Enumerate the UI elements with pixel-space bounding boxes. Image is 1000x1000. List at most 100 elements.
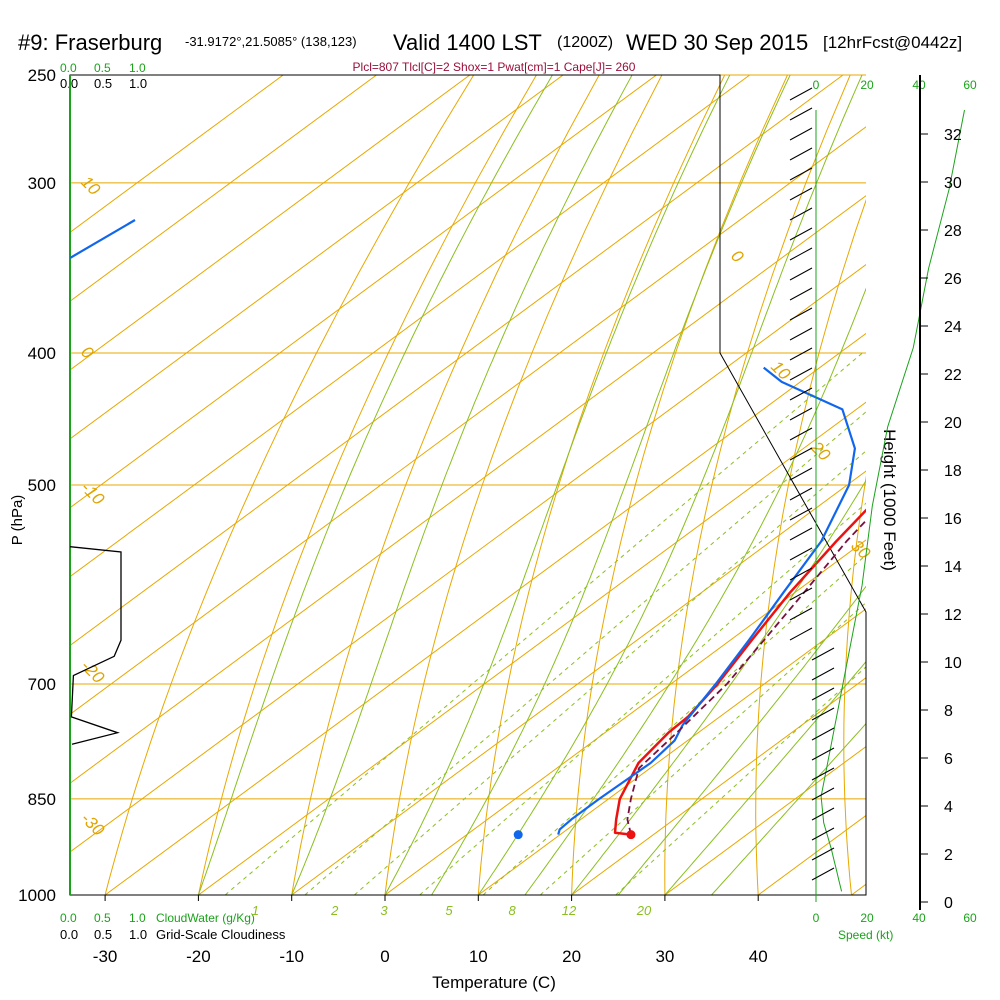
cloud-scale-top: 0.0 0.5 1.0 0.0 0.5 1.0 [60, 61, 147, 91]
dry-adiabat [843, 475, 866, 895]
wind-barb [789, 527, 813, 541]
wind-barb [811, 827, 835, 841]
height-tick-label: 30 [944, 175, 962, 192]
pressure-tick-label: 400 [28, 344, 56, 363]
moist-adiabat [431, 75, 791, 895]
wind-barb [789, 267, 813, 281]
wind-barb [789, 187, 813, 201]
moist-adiabat [291, 75, 633, 895]
moist-adiabat [524, 287, 866, 895]
temperature-tick-label: -20 [186, 947, 211, 966]
surface-dewpoint-dot [513, 830, 523, 840]
isotherm-label: -30 [77, 809, 108, 840]
temperature-tick-label: 20 [562, 947, 581, 966]
height-tick-label: 2 [944, 847, 953, 864]
speed-tick-top-1: 20 [860, 78, 874, 92]
wind-barb [811, 847, 835, 861]
isotherm-line [70, 263, 866, 853]
isotherm-line [70, 75, 844, 647]
speed-tick-top-0: 0 [813, 78, 820, 92]
isotherm-line [70, 75, 750, 578]
isotherm-line [664, 745, 866, 895]
height-tick-label: 14 [944, 559, 962, 576]
wind-barb [789, 627, 813, 641]
cloudiness-profile [69, 546, 122, 745]
mixing-ratio-line [482, 554, 866, 895]
cloudiness-label: Grid-Scale Cloudiness [156, 927, 286, 942]
sounding-traces [70, 110, 1000, 840]
moist-adiabat [571, 479, 866, 895]
height-tick-label: 8 [944, 703, 953, 720]
dry-adiabats [104, 75, 1000, 895]
dry-adiabat [197, 75, 537, 895]
isotherm-line [70, 75, 564, 440]
cloudiness-tick-top-2: 1.0 [129, 76, 147, 91]
dewpoint-upper-line [871, 110, 1000, 227]
cloudwater-tick-top-1: 0.5 [94, 61, 111, 75]
mixing-ratio-line [539, 601, 866, 895]
temperature-tick-label: -10 [279, 947, 304, 966]
header-date: WED 30 Sep 2015 [626, 30, 808, 55]
cloudwater-tick-top-0: 0.0 [60, 61, 77, 75]
wind-barb [789, 207, 813, 221]
moist-adiabat [197, 75, 553, 895]
moist-adiabat [477, 75, 863, 895]
speed-scale: 0 20 40 60 0 20 40 60 Speed (kt) [813, 78, 977, 942]
wind-barb [789, 147, 813, 161]
speed-tick-bottom-3: 60 [963, 911, 977, 925]
dry-adiabat [929, 75, 1000, 895]
isotherm-line [70, 75, 471, 371]
speed-tick-bottom-0: 0 [813, 911, 820, 925]
speed-tick-top-3: 60 [963, 78, 977, 92]
axis-ticks: 0246810121416182022242628303210008507005… [18, 66, 962, 966]
wind-barb [789, 407, 813, 421]
cloudiness-tick-bottom-2: 1.0 [129, 927, 147, 942]
isotherm-line [478, 608, 866, 895]
wind-barb [789, 427, 813, 441]
height-tick-label: 4 [944, 799, 953, 816]
height-tick-label: 0 [944, 895, 953, 912]
wind-panel [789, 87, 965, 902]
cloudwater-tick-top-2: 1.0 [129, 61, 146, 75]
wind-barb [789, 107, 813, 121]
isobars [70, 74, 866, 896]
mixing-ratio-label: 12 [562, 903, 577, 918]
y-axis-label: P (hPa) [9, 495, 26, 546]
wind-barb [789, 447, 813, 461]
dry-adiabat [664, 75, 851, 895]
height-tick-label: 16 [944, 511, 962, 528]
temperature-tick-label: -30 [93, 947, 118, 966]
mixing-ratio-label: 5 [445, 903, 453, 918]
wind-barb [789, 487, 813, 501]
header-coords: -31.9172°,21.5085° (138,123) [185, 34, 357, 49]
wind-barb [789, 467, 813, 481]
stability-indices: Plcl=807 Tlcl[C]=2 Shox=1 Pwat[cm]=1 Cap… [353, 60, 636, 74]
moist-adiabat [664, 660, 866, 895]
temperature-tick-label: 10 [469, 947, 488, 966]
wind-barb [789, 247, 813, 261]
wind-barb [789, 87, 813, 101]
cloudwater-tick-bottom-2: 1.0 [129, 911, 146, 925]
isotherm-label: 0 [727, 246, 748, 267]
moist-adiabat [384, 75, 731, 895]
isotherm-line [198, 401, 866, 895]
header-station: #9: Fraserburg [18, 30, 162, 55]
dewpoint-top-segment [70, 219, 136, 259]
wind-barb [789, 507, 813, 521]
height-tick-label: 12 [944, 607, 962, 624]
wind-barb [789, 227, 813, 241]
wind-barb [789, 547, 813, 561]
pressure-tick-label: 1000 [18, 886, 56, 905]
height-tick-label: 10 [944, 655, 962, 672]
mixing-ratio-line [615, 666, 866, 895]
wind-barb [789, 567, 813, 581]
wind-barb [811, 727, 835, 741]
cloudiness-line [69, 546, 122, 745]
height-tick-label: 18 [944, 463, 962, 480]
wind-barb [789, 347, 813, 361]
x-axis-label: Temperature (C) [432, 973, 556, 992]
isotherm-label: 30 [847, 536, 874, 563]
header-utc: (1200Z) [557, 34, 613, 51]
mixing-ratio-label: 1 [252, 903, 259, 918]
